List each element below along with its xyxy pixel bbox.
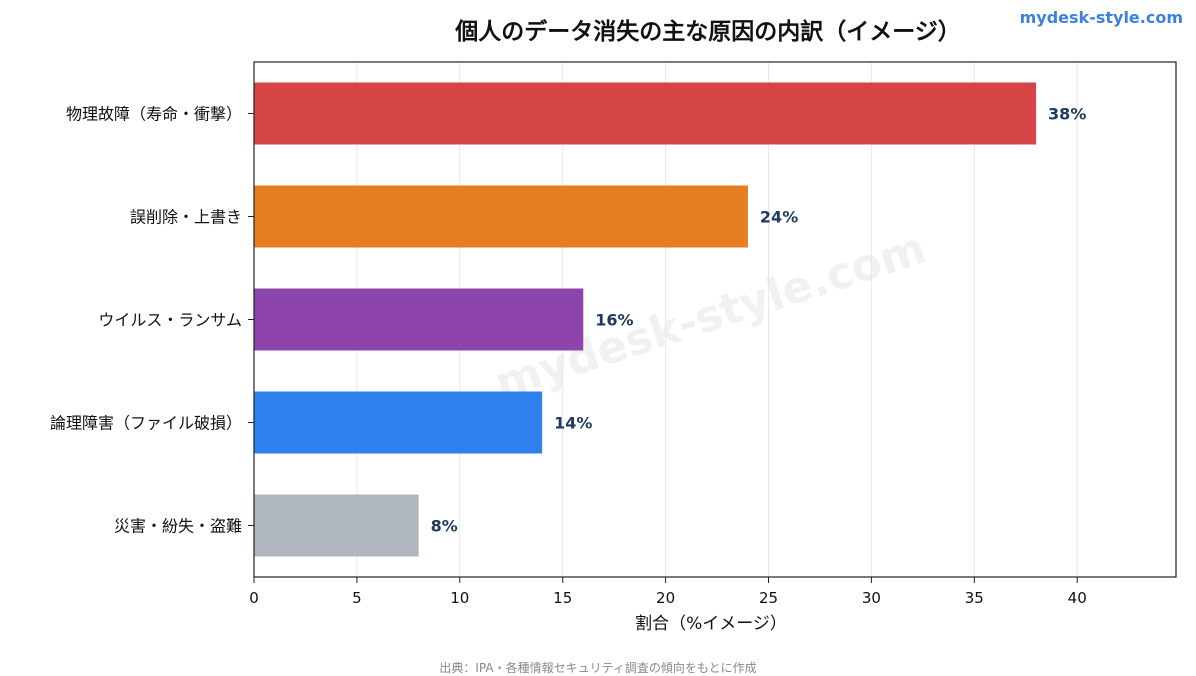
- category-label: 災害・紛失・盗難: [114, 517, 242, 536]
- x-axis-ticks: 0 5 10 15 20 25 30 35 40: [249, 577, 1087, 607]
- category-label: ウイルス・ランサム: [98, 311, 242, 330]
- bar-5: [254, 494, 419, 557]
- brand-text: mydesk-style.com: [1020, 8, 1183, 27]
- chart-title: 個人のデータ消失の主な原因の内訳（イメージ）: [454, 18, 961, 45]
- x-tick-label: 40: [1068, 589, 1087, 607]
- x-axis-label: 割合（%イメージ）: [635, 614, 787, 634]
- category-label: 論理障害（ファイル破損）: [50, 414, 242, 433]
- value-label: 38%: [1048, 105, 1086, 124]
- x-tick-label: 35: [965, 589, 984, 607]
- x-tick-label: 5: [352, 589, 362, 607]
- value-label: 14%: [554, 414, 592, 433]
- value-labels: 38% 24% 16% 14% 8%: [431, 105, 1087, 536]
- grid-lines: [253, 62, 1078, 577]
- x-tick-label: 0: [249, 589, 259, 607]
- value-label: 16%: [595, 311, 633, 330]
- x-tick-label: 30: [862, 589, 881, 607]
- x-tick-label: 25: [759, 589, 778, 607]
- source-note: 出典：IPA・各種情報セキュリティ調査の傾向をもとに作成: [439, 660, 756, 675]
- x-tick-label: 10: [450, 589, 469, 607]
- bar-1: [254, 82, 1037, 145]
- bar-3: [254, 288, 584, 351]
- x-tick-label: 15: [553, 589, 572, 607]
- bars: [254, 82, 1037, 557]
- category-label: 誤削除・上書き: [130, 208, 242, 227]
- x-tick-label: 20: [656, 589, 675, 607]
- value-label: 8%: [431, 517, 458, 536]
- bar-2: [254, 185, 748, 248]
- bar-4: [254, 391, 543, 454]
- category-label: 物理故障（寿命・衝撃）: [66, 105, 242, 124]
- value-label: 24%: [760, 208, 798, 227]
